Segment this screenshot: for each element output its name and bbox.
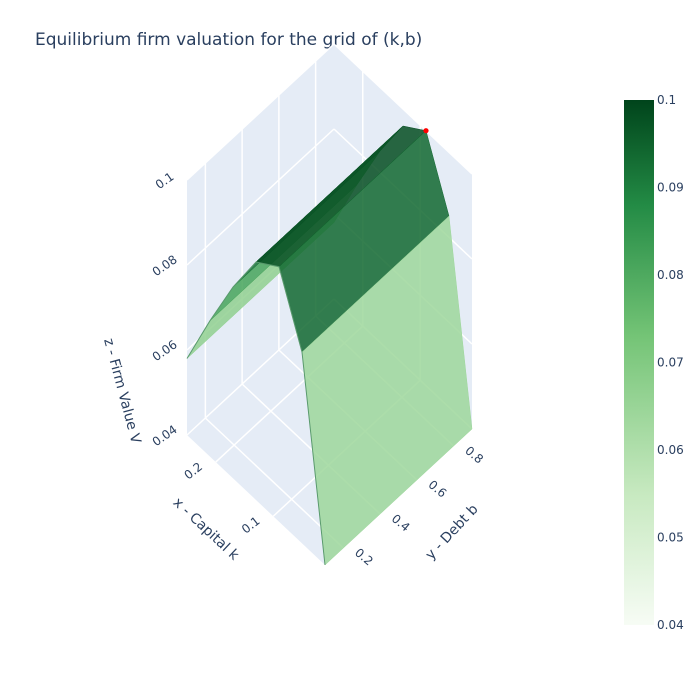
colorbar-tick-label: 0.05 <box>657 531 684 545</box>
z-tick-label: 0.08 <box>150 252 180 279</box>
colorbar: 0.1 0.09 0.08 0.07 0.06 0.05 0.04 <box>624 93 684 632</box>
z-gridline-wall-x <box>186 43 335 181</box>
y-tick-label: 0.6 <box>426 477 450 500</box>
z-tick-label: 0.04 <box>150 422 180 449</box>
z-tick-label: 0.1 <box>153 170 177 192</box>
3d-scene[interactable]: 0.10.20.20.40.60.80.040.060.080.1x - Cap… <box>100 43 486 568</box>
surface-front-edge <box>186 261 326 566</box>
colorbar-gradient <box>624 100 654 625</box>
z-tick-label: 0.06 <box>150 337 180 364</box>
data-point-marker <box>423 128 429 134</box>
x-axis-title: x - Capital k <box>170 495 243 565</box>
wall-x-plane <box>187 44 334 435</box>
colorbar-tick-label: 0.04 <box>657 618 684 632</box>
z-gridline-wall-x <box>186 128 335 266</box>
y-axis-title: y - Debt b <box>423 501 482 563</box>
y-tick-label: 0.2 <box>352 545 376 568</box>
x-tick-label: 0.2 <box>181 460 205 483</box>
colorbar-tick-label: 0.06 <box>657 443 684 457</box>
colorbar-tick-label: 0.07 <box>657 356 684 370</box>
colorbar-tick-label: 0.08 <box>657 268 684 282</box>
colorbar-tick-label: 0.09 <box>657 181 684 195</box>
chart-title: Equilibrium firm valuation for the grid … <box>35 30 422 50</box>
y-tick-label: 0.4 <box>389 511 413 534</box>
z-gridline-wall-y <box>333 43 473 175</box>
y-tick-label: 0.8 <box>462 443 486 466</box>
x-tick-label: 0.1 <box>239 514 263 537</box>
colorbar-tick-label: 0.1 <box>657 93 676 107</box>
z-axis-title: z - Firm Value V <box>100 337 144 446</box>
